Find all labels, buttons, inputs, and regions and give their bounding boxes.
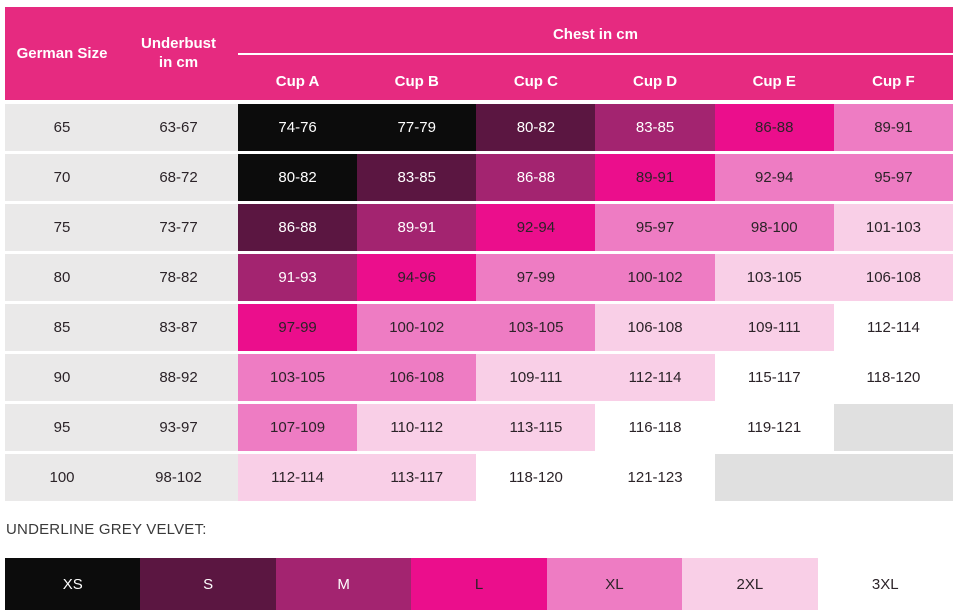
chest-range-cell: 86-88 bbox=[714, 104, 834, 151]
chest-range-cell: 83-85 bbox=[357, 154, 477, 201]
chest-range-cell: 98-100 bbox=[714, 204, 834, 251]
underbust-cell: 98-102 bbox=[119, 454, 238, 501]
chest-group-header: Chest in cm bbox=[552, 25, 638, 43]
cup-f-header: Cup F bbox=[872, 73, 915, 90]
legend-swatch-xs: XS bbox=[5, 558, 141, 610]
empty-cell bbox=[714, 454, 834, 501]
table-body: 65 63-67 74-76 77-79 80-82 83-85 86-88 89-91 70 6… bbox=[5, 104, 953, 501]
chest-range-cell: 100-102 bbox=[357, 304, 477, 351]
chest-range-cell: 80-82 bbox=[476, 104, 596, 151]
german-size-header: German Size bbox=[16, 45, 108, 62]
chest-range-cell: 101-103 bbox=[833, 204, 953, 251]
german-size-cell: 70 bbox=[5, 154, 119, 201]
chest-range-cell: 112-114 bbox=[238, 454, 358, 501]
german-size-cell: 95 bbox=[5, 404, 119, 451]
chest-range-cell: 118-120 bbox=[833, 354, 953, 401]
chest-range-cell: 121-123 bbox=[595, 454, 715, 501]
chest-range-cell: 92-94 bbox=[714, 154, 834, 201]
chest-range-cell: 109-111 bbox=[714, 304, 834, 351]
chest-range-cell: 106-108 bbox=[833, 254, 953, 301]
cup-a-header: Cup A bbox=[275, 73, 320, 90]
german-size-cell: 80 bbox=[5, 254, 119, 301]
cup-d-header: Cup D bbox=[632, 73, 678, 90]
chest-range-cell: 112-114 bbox=[833, 304, 953, 351]
table-row: 100 98-102 112-114 113-117 118-120 121-123 bbox=[5, 454, 953, 501]
chest-range-cell: 91-93 bbox=[238, 254, 358, 301]
chest-range-cell: 103-105 bbox=[238, 354, 358, 401]
chest-range-cell: 103-105 bbox=[476, 304, 596, 351]
empty-cell bbox=[833, 404, 953, 451]
underbust-cell: 88-92 bbox=[119, 354, 238, 401]
chest-range-cell: 97-99 bbox=[476, 254, 596, 301]
chest-range-cell: 86-88 bbox=[238, 204, 358, 251]
underbust-cell: 78-82 bbox=[119, 254, 238, 301]
underbust-cell: 83-87 bbox=[119, 304, 238, 351]
legend-title: UNDERLINE GREY VELVET: bbox=[6, 521, 207, 538]
underbust-header: Underbust in cm bbox=[141, 34, 216, 71]
cup-b-header: Cup B bbox=[394, 73, 439, 90]
table-row: 90 88-92 103-105 106-108 109-111 112-114 115-1… bbox=[5, 354, 953, 401]
chest-range-cell: 89-91 bbox=[357, 204, 477, 251]
underbust-cell: 73-77 bbox=[119, 204, 238, 251]
table-row: 65 63-67 74-76 77-79 80-82 83-85 86-88 89-91 bbox=[5, 104, 953, 151]
chest-range-cell: 89-91 bbox=[833, 104, 953, 151]
chest-range-cell: 107-109 bbox=[238, 404, 358, 451]
german-size-cell: 100 bbox=[5, 454, 119, 501]
chest-range-cell: 115-117 bbox=[714, 354, 834, 401]
chest-header-underline bbox=[238, 53, 953, 55]
legend-swatch-2xl: 2XL bbox=[682, 558, 818, 610]
chest-range-cell: 116-118 bbox=[595, 404, 715, 451]
german-size-cell: 75 bbox=[5, 204, 119, 251]
legend-swatch-m: M bbox=[275, 558, 412, 610]
chest-range-cell: 106-108 bbox=[357, 354, 477, 401]
chest-range-cell: 106-108 bbox=[595, 304, 715, 351]
chest-range-cell: 109-111 bbox=[476, 354, 596, 401]
chest-range-cell: 112-114 bbox=[595, 354, 715, 401]
table-header: German Size Underbust in cm Chest in cm … bbox=[5, 7, 953, 100]
table-row: 85 83-87 97-99 100-102 103-105 106-108 109-111… bbox=[5, 304, 953, 351]
chest-range-cell: 110-112 bbox=[357, 404, 477, 451]
chest-range-cell: 113-117 bbox=[357, 454, 477, 501]
underbust-cell: 63-67 bbox=[119, 104, 238, 151]
underbust-cell: 68-72 bbox=[119, 154, 238, 201]
chest-range-cell: 83-85 bbox=[595, 104, 715, 151]
chest-range-cell: 92-94 bbox=[476, 204, 596, 251]
table-row: 70 68-72 80-82 83-85 86-88 89-91 92-94 95-97 bbox=[5, 154, 953, 201]
chest-range-cell: 113-115 bbox=[476, 404, 596, 451]
german-size-cell: 65 bbox=[5, 104, 119, 151]
table-row: 95 93-97 107-109 110-112 113-115 116-118 119-1… bbox=[5, 404, 953, 451]
chest-range-cell: 119-121 bbox=[714, 404, 834, 451]
german-size-cell: 90 bbox=[5, 354, 119, 401]
chest-range-cell: 80-82 bbox=[238, 154, 358, 201]
table-row: 80 78-82 91-93 94-96 97-99 100-102 103-105 106-… bbox=[5, 254, 953, 301]
empty-cell bbox=[833, 454, 953, 501]
cup-e-header: Cup E bbox=[752, 73, 796, 90]
chest-range-cell: 95-97 bbox=[595, 204, 715, 251]
chest-range-cell: 94-96 bbox=[357, 254, 477, 301]
chest-range-cell: 103-105 bbox=[714, 254, 834, 301]
chest-range-cell: 77-79 bbox=[357, 104, 477, 151]
chest-range-cell: 74-76 bbox=[238, 104, 358, 151]
german-size-cell: 85 bbox=[5, 304, 119, 351]
legend-swatch-l: L bbox=[411, 558, 547, 610]
chest-range-cell: 118-120 bbox=[476, 454, 596, 501]
chest-range-cell: 97-99 bbox=[238, 304, 358, 351]
underbust-cell: 93-97 bbox=[119, 404, 238, 451]
chest-range-cell: 100-102 bbox=[595, 254, 715, 301]
legend-swatch-3xl: 3XL bbox=[817, 558, 953, 610]
chest-range-cell: 95-97 bbox=[833, 154, 953, 201]
chest-range-cell: 86-88 bbox=[476, 154, 596, 201]
size-table: German Size Underbust in cm Chest in cm … bbox=[5, 7, 953, 504]
table-row: 75 73-77 86-88 89-91 92-94 95-97 98-100 101-103 bbox=[5, 204, 953, 251]
legend-swatch-s: S bbox=[140, 558, 276, 610]
legend-bar: XS S M L XL 2XL 3XL bbox=[5, 558, 953, 610]
legend-swatch-xl: XL bbox=[546, 558, 683, 610]
cup-c-header: Cup C bbox=[513, 73, 558, 90]
chest-range-cell: 89-91 bbox=[595, 154, 715, 201]
